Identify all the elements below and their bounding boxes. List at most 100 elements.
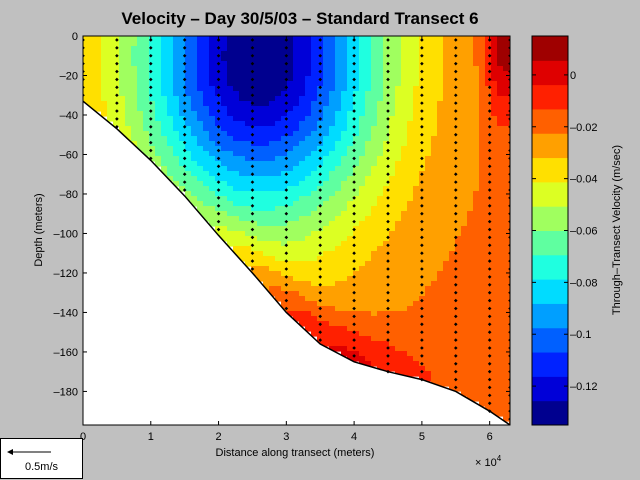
heatmap-cell — [329, 56, 336, 62]
heatmap-cell — [173, 86, 180, 92]
heatmap-cell — [269, 101, 276, 107]
heatmap-cell — [395, 216, 402, 222]
sample-point — [453, 172, 458, 177]
heatmap-cell — [347, 76, 354, 82]
heatmap-cell — [257, 121, 264, 127]
heatmap-cell — [317, 231, 324, 237]
heatmap-cell — [239, 111, 246, 117]
sample-point — [386, 290, 390, 295]
heatmap-cell — [317, 56, 324, 62]
heatmap-cell — [461, 381, 468, 387]
heatmap-cell — [359, 216, 366, 222]
heatmap-cell — [155, 106, 162, 112]
heatmap-cell — [389, 301, 396, 307]
heatmap-cell — [503, 251, 510, 257]
heatmap-cell — [299, 141, 306, 147]
heatmap-cell — [137, 126, 144, 132]
heatmap-cell — [323, 96, 330, 102]
heatmap-cell — [491, 361, 498, 367]
heatmap-cell — [383, 311, 390, 317]
heatmap-cell — [479, 251, 486, 257]
heatmap-cell — [329, 126, 336, 132]
heatmap-cell — [305, 211, 312, 217]
heatmap-cell — [491, 161, 498, 167]
heatmap-cell — [425, 331, 432, 337]
heatmap-cell — [167, 81, 174, 87]
heatmap-cell — [257, 161, 264, 167]
heatmap-cell — [461, 321, 468, 327]
heatmap-cell — [107, 46, 114, 52]
heatmap-cell — [383, 61, 390, 67]
heatmap-cell — [425, 196, 432, 202]
heatmap-cell — [455, 116, 462, 122]
heatmap-cell — [335, 111, 342, 117]
heatmap-cell — [293, 141, 300, 147]
heatmap-cell — [395, 126, 402, 132]
heatmap-cell — [305, 66, 312, 72]
heatmap-cell — [263, 106, 270, 112]
heatmap-cell — [473, 331, 480, 337]
heatmap-cell — [251, 216, 258, 222]
heatmap-cell — [263, 266, 270, 272]
sample-point — [318, 85, 323, 90]
heatmap-cell — [269, 91, 276, 97]
heatmap-cell — [371, 246, 378, 252]
heatmap-cell — [425, 71, 432, 77]
heatmap-cell — [275, 206, 282, 212]
heatmap-cell — [497, 61, 504, 67]
heatmap-cell — [173, 126, 180, 132]
heatmap-cell — [365, 356, 372, 362]
heatmap-cell — [455, 216, 462, 222]
heatmap-cell — [209, 211, 216, 217]
heatmap-cell — [389, 241, 396, 247]
heatmap-cell — [431, 141, 438, 147]
heatmap-cell — [461, 56, 468, 62]
heatmap-cell — [449, 271, 456, 277]
heatmap-cell — [461, 276, 468, 282]
heatmap-cell — [257, 246, 264, 252]
heatmap-cell — [413, 161, 420, 167]
heatmap-cell — [305, 46, 312, 52]
heatmap-cell — [455, 241, 462, 247]
heatmap-cell — [443, 106, 450, 112]
heatmap-cell — [311, 216, 318, 222]
heatmap-cell — [419, 326, 426, 332]
heatmap-cell — [281, 51, 288, 57]
heatmap-cell — [269, 176, 276, 182]
heatmap-cell — [329, 116, 336, 122]
heatmap-cell — [149, 56, 156, 62]
heatmap-cell — [251, 251, 258, 257]
heatmap-cell — [443, 246, 450, 252]
sample-point — [284, 46, 289, 50]
heatmap-cell — [365, 241, 372, 247]
heatmap-cell — [341, 256, 348, 262]
heatmap-cell — [203, 141, 210, 147]
heatmap-cell — [233, 211, 240, 217]
heatmap-cell — [491, 306, 498, 312]
heatmap-cell — [467, 346, 474, 352]
heatmap-cell — [485, 106, 492, 112]
heatmap-cell — [401, 331, 408, 337]
heatmap-cell — [263, 281, 270, 287]
heatmap-cell — [365, 336, 372, 342]
sample-point — [216, 61, 221, 66]
sample-point — [250, 69, 255, 74]
heatmap-cell — [347, 226, 354, 232]
heatmap-cell — [455, 81, 462, 87]
heatmap-cell — [257, 271, 264, 277]
heatmap-cell — [251, 166, 258, 172]
heatmap-cell — [221, 191, 228, 197]
heatmap-cell — [371, 291, 378, 297]
heatmap-cell — [395, 346, 402, 352]
heatmap-cell — [287, 266, 294, 272]
heatmap-cell — [329, 301, 336, 307]
heatmap-cell — [251, 56, 258, 62]
heatmap-cell — [311, 191, 318, 197]
sample-point — [453, 346, 458, 350]
heatmap-cell — [365, 91, 372, 97]
heatmap-cell — [419, 161, 426, 167]
heatmap-cell — [305, 226, 312, 232]
heatmap-cell — [275, 181, 282, 187]
heatmap-cell — [473, 226, 480, 232]
heatmap-cell — [281, 76, 288, 82]
